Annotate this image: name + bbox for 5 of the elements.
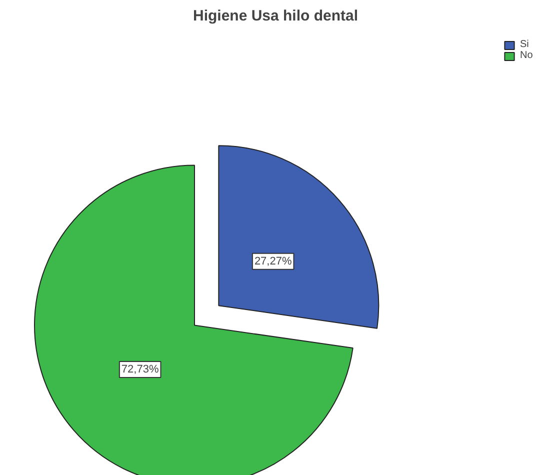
legend-label: No xyxy=(520,50,534,61)
data-label: 72,73% xyxy=(121,364,159,376)
legend-label: Si xyxy=(520,39,530,50)
data-label: 27,27% xyxy=(254,255,292,268)
chart-title: Higiene Usa hilo dental xyxy=(192,8,358,24)
